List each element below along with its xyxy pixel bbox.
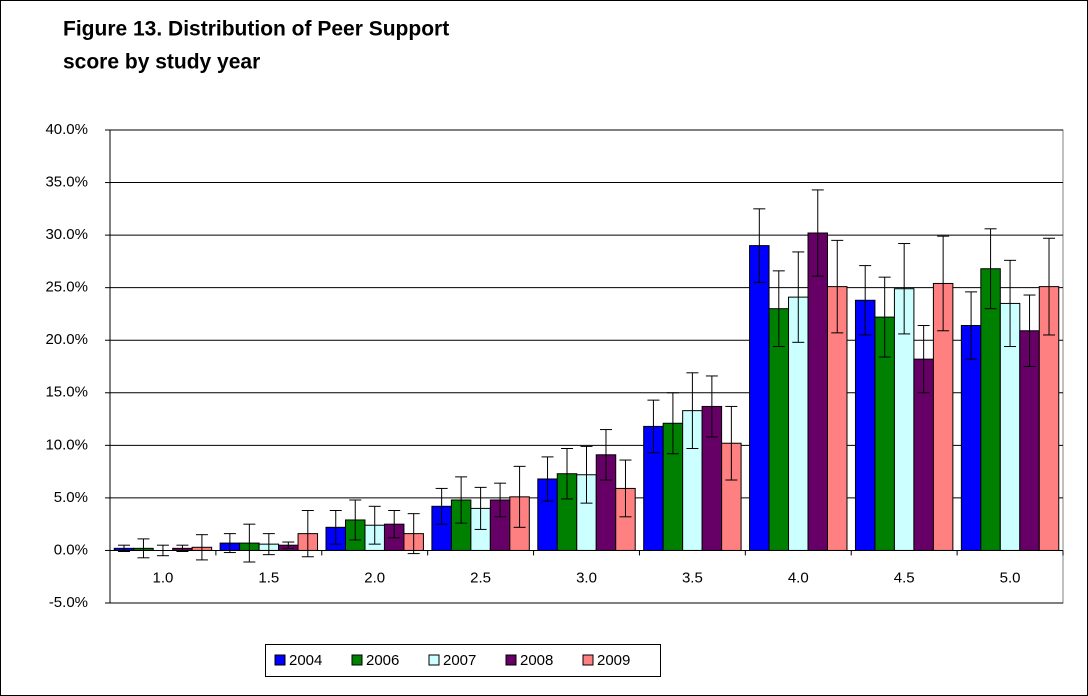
y-tick-label: 25.0%: [45, 279, 88, 296]
x-tick-label: 2.5: [470, 569, 491, 586]
y-tick-label: 30.0%: [45, 226, 88, 243]
bar: [980, 268, 1001, 551]
x-tick-label: 5.0: [1000, 569, 1021, 586]
y-tick-label: 15.0%: [45, 384, 88, 401]
legend-label: 2008: [520, 652, 553, 669]
chart-title: Figure 13. Distribution of Peer Support: [63, 18, 449, 41]
bar: [854, 299, 876, 551]
legend-label: 2004: [289, 652, 322, 669]
x-tick-label: 3.0: [576, 569, 597, 586]
x-tick-label: 1.5: [258, 569, 279, 586]
legend-label: 2009: [597, 652, 630, 669]
bar: [807, 232, 829, 551]
legend: [265, 644, 661, 677]
legend-swatch: [274, 654, 286, 666]
y-tick-label: 35.0%: [45, 174, 88, 191]
legend-swatch: [505, 654, 517, 666]
x-tick-label: 4.0: [788, 569, 809, 586]
y-tick-label: 5.0%: [54, 489, 88, 506]
y-tick-label: -5.0%: [49, 594, 88, 611]
legend-swatch: [582, 654, 594, 666]
legend-label: 2007: [443, 652, 476, 669]
chart-subtitle: score by study year: [63, 51, 260, 74]
x-tick-label: 4.5: [894, 569, 915, 586]
bar: [749, 245, 770, 551]
y-tick-label: 20.0%: [45, 331, 88, 348]
x-tick-label: 2.0: [364, 569, 385, 586]
y-tick-label: 40.0%: [45, 121, 88, 138]
legend-swatch: [428, 654, 440, 666]
x-tick-label: 3.5: [682, 569, 703, 586]
legend-swatch: [351, 654, 363, 666]
legend-label: 2006: [366, 652, 399, 669]
y-tick-label: 10.0%: [45, 436, 88, 453]
y-tick-label: 0.0%: [54, 541, 88, 558]
x-tick-label: 1.0: [153, 569, 174, 586]
